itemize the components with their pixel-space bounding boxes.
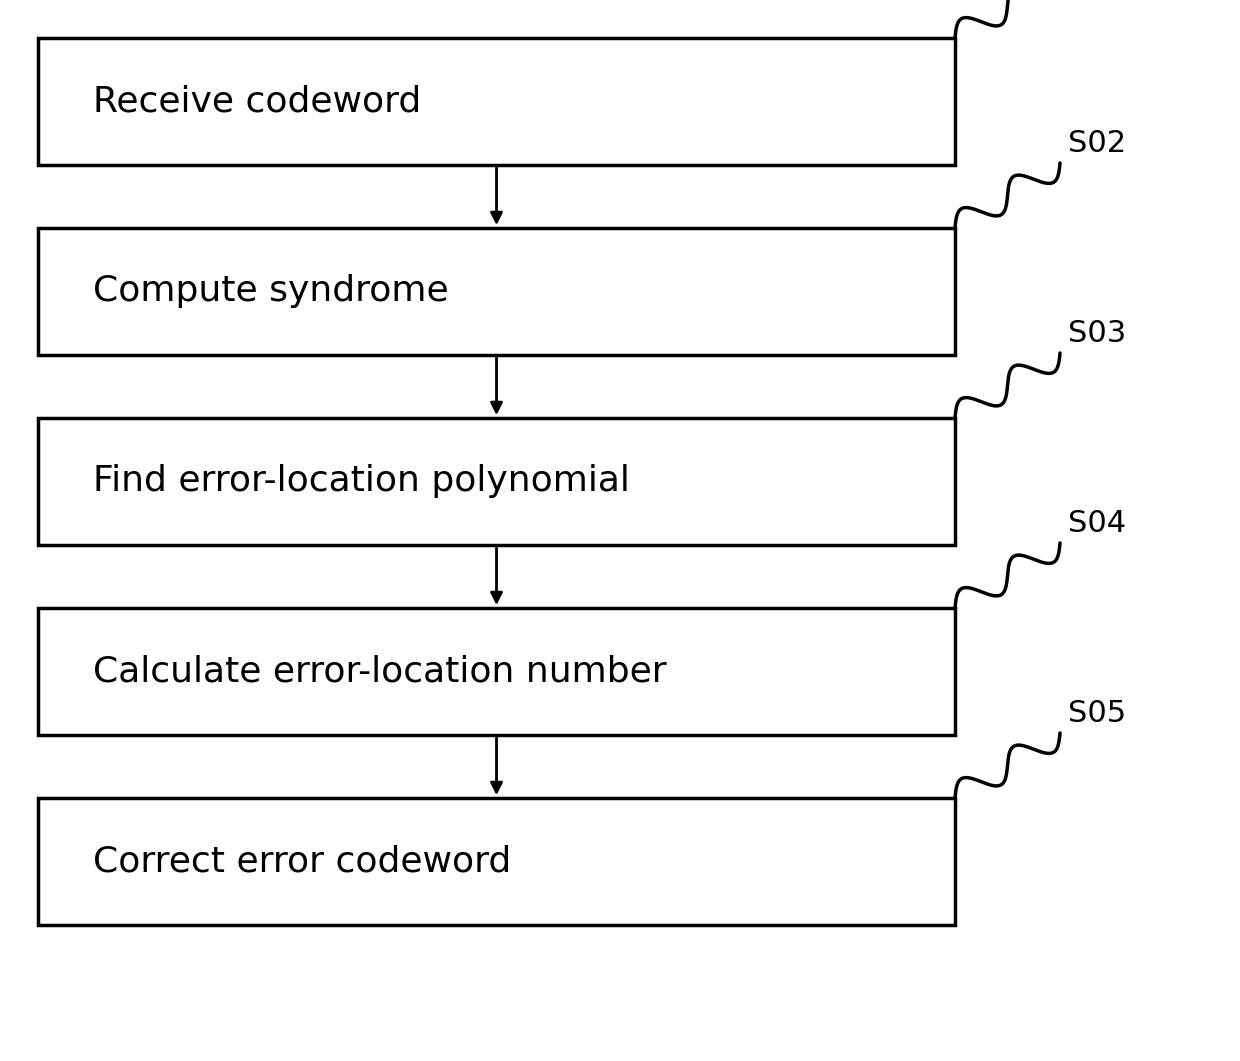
Bar bbox=[38, 228, 955, 355]
Text: Correct error codeword: Correct error codeword bbox=[93, 845, 511, 879]
Bar bbox=[38, 418, 955, 545]
Text: S03: S03 bbox=[1068, 319, 1126, 348]
Bar bbox=[38, 38, 955, 166]
Text: Calculate error-location number: Calculate error-location number bbox=[93, 655, 667, 689]
Text: Receive codeword: Receive codeword bbox=[93, 85, 422, 119]
Bar bbox=[38, 798, 955, 925]
Bar bbox=[38, 608, 955, 735]
Text: S02: S02 bbox=[1068, 129, 1126, 158]
Text: S05: S05 bbox=[1068, 699, 1126, 728]
Text: Compute syndrome: Compute syndrome bbox=[93, 275, 449, 309]
Text: S04: S04 bbox=[1068, 509, 1126, 538]
Text: Find error-location polynomial: Find error-location polynomial bbox=[93, 465, 630, 499]
